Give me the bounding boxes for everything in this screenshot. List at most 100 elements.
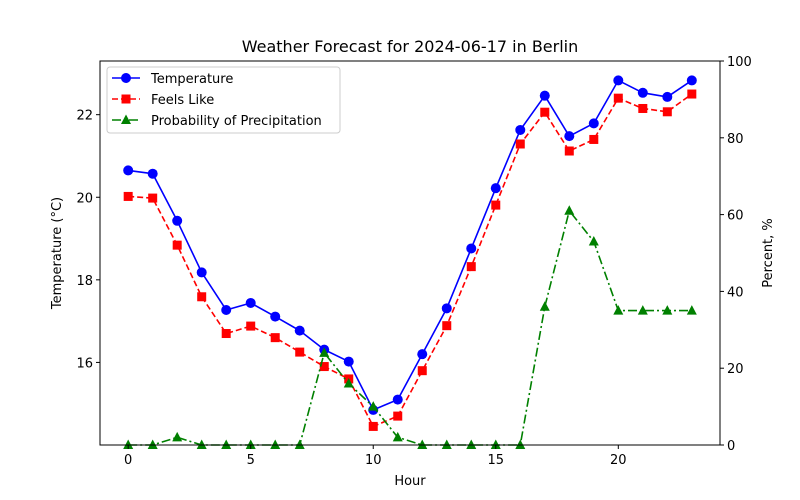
data-point: [392, 431, 403, 442]
legend-box: [106, 66, 341, 134]
data-point: [343, 378, 354, 388]
plot-frame: [99, 60, 721, 446]
data-point: [417, 366, 427, 376]
data-point: [319, 347, 330, 357]
y-tick-label: 18: [76, 274, 93, 289]
x-tick-label: 10: [365, 453, 382, 468]
data-point: [515, 124, 526, 135]
data-point: [662, 305, 673, 315]
data-point: [245, 297, 256, 308]
data-point: [221, 304, 232, 315]
data-point: [197, 292, 207, 302]
series-line: [128, 79, 693, 411]
data-point: [123, 165, 134, 176]
data-point: [441, 303, 452, 314]
data-marks: [123, 75, 697, 449]
data-point: [368, 401, 379, 411]
x-tick-label: 5: [247, 453, 255, 468]
data-point: [196, 267, 207, 278]
data-point: [246, 321, 256, 331]
axes: 0 5 10 15 20 16 18 20 22 0 20 40 60 80 100: [76, 55, 751, 468]
data-point: [490, 183, 501, 194]
x-tick-label: 15: [487, 453, 504, 468]
data-point: [638, 103, 648, 113]
data-point: [368, 421, 378, 431]
data-point: [245, 439, 256, 449]
x-tick-label: 0: [124, 453, 132, 468]
y-tick-label: 20: [76, 191, 93, 206]
data-point: [588, 118, 599, 129]
data-point: [343, 356, 354, 367]
data-point: [442, 321, 452, 331]
y2-axis-title: Percent, %: [761, 218, 776, 288]
data-point: [491, 200, 501, 210]
legend-label: Feels Like: [151, 93, 214, 108]
data-point: [172, 215, 183, 226]
data-point: [196, 439, 207, 449]
y2-tick-label: 100: [727, 55, 752, 70]
data-point: [539, 301, 550, 311]
y2-tick-label: 60: [727, 209, 744, 224]
data-point: [637, 87, 648, 98]
data-point: [270, 333, 280, 343]
data-point: [539, 90, 550, 101]
data-point: [564, 131, 575, 142]
series-0: [123, 75, 697, 415]
data-point: [441, 439, 452, 449]
data-point: [564, 146, 574, 156]
data-point: [515, 439, 526, 449]
series-2: [123, 205, 697, 449]
data-point: [687, 89, 697, 99]
data-point: [540, 107, 550, 117]
data-point: [294, 325, 305, 336]
data-point: [613, 305, 624, 315]
data-point: [662, 91, 673, 102]
data-point: [613, 93, 623, 103]
data-point: [221, 439, 232, 449]
legend-label: Probability of Precipitation: [151, 114, 322, 129]
data-point: [295, 347, 305, 357]
data-point: [637, 305, 648, 315]
data-point: [589, 134, 599, 144]
data-point: [466, 262, 476, 272]
x-axis-title: Hour: [394, 474, 426, 489]
data-point: [466, 439, 477, 449]
series-1: [123, 89, 697, 431]
data-point: [270, 439, 281, 449]
y-tick-label: 16: [76, 356, 93, 371]
data-point: [147, 439, 158, 449]
y2-tick-label: 80: [727, 132, 744, 147]
chart-title: Weather Forecast for 2024-06-17 in Berli…: [242, 37, 579, 56]
data-point: [270, 311, 281, 322]
data-point: [319, 362, 329, 372]
data-point: [123, 191, 133, 201]
data-point: [588, 235, 599, 246]
legend-marker: [121, 94, 131, 104]
data-point: [172, 431, 183, 442]
data-point: [515, 139, 525, 149]
legend-label: Temperature: [150, 72, 233, 87]
y-axis-title: Temperature (°C): [50, 197, 65, 310]
y2-tick-label: 20: [727, 362, 744, 377]
x-tick-label: 20: [610, 453, 627, 468]
data-point: [294, 439, 305, 449]
data-point: [662, 107, 672, 117]
data-point: [417, 439, 428, 449]
data-point: [393, 411, 403, 421]
data-point: [564, 205, 575, 215]
y2-tick-label: 0: [727, 439, 735, 454]
data-point: [221, 329, 231, 339]
y2-tick-label: 40: [727, 285, 744, 300]
series-line: [128, 93, 693, 428]
data-point: [686, 305, 697, 315]
data-point: [686, 75, 697, 86]
legend: Temperature Feels Like Probability of Prec…: [106, 66, 341, 134]
data-point: [123, 439, 134, 449]
data-point: [466, 243, 477, 254]
data-point: [417, 349, 428, 360]
legend-marker: [121, 114, 131, 124]
data-point: [148, 193, 158, 203]
data-point: [490, 439, 501, 449]
data-point: [147, 168, 158, 179]
data-point: [613, 75, 624, 86]
